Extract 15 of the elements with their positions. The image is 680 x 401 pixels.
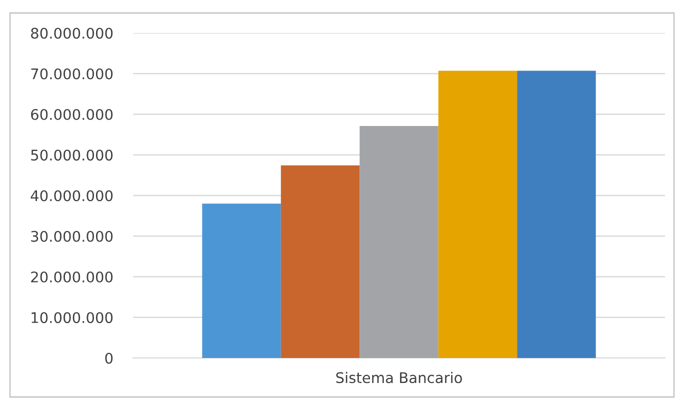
x-tick-label: Sistema Bancario	[336, 372, 462, 384]
y-tick-label: 30.000.000	[31, 230, 113, 242]
y-tick-label: 70.000.000	[31, 68, 113, 80]
bar	[517, 70, 596, 358]
y-tick-label: 40.000.000	[30, 190, 113, 202]
bar	[360, 126, 438, 358]
y-tick-label: 0	[105, 352, 113, 364]
y-tick-label: 10.000.000	[32, 312, 113, 324]
y-tick-label: 60.000.000	[31, 108, 113, 120]
y-tick-label: 50.000.000	[31, 150, 113, 161]
bar	[280, 165, 360, 358]
bar	[438, 70, 518, 358]
y-tick-label: 20.000.000	[31, 271, 113, 282]
bar	[202, 204, 281, 358]
y-tick-label: 80.000.000	[31, 28, 113, 39]
